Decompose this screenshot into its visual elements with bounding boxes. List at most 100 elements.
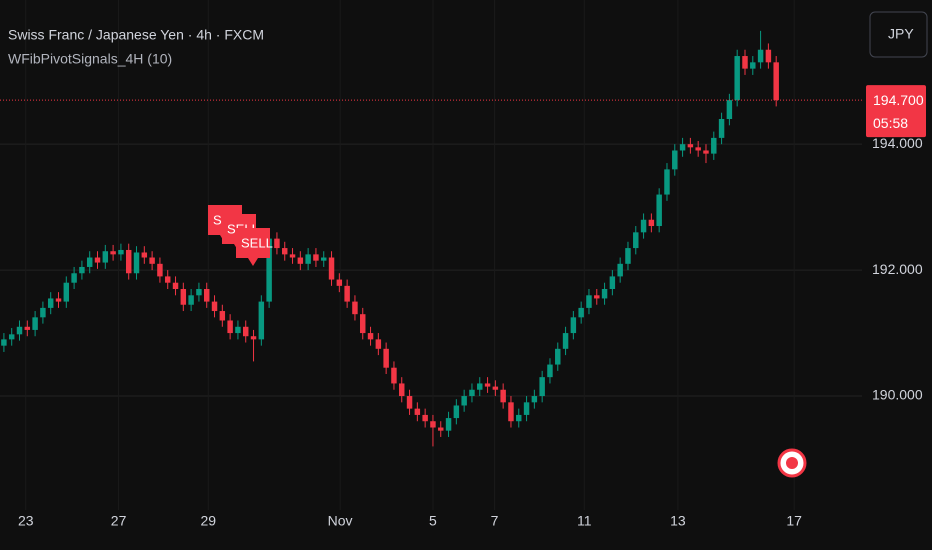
candle-body	[648, 219, 655, 227]
candle-body	[125, 249, 132, 274]
candle-body	[328, 257, 335, 280]
y-tick-label: 194.000	[872, 135, 923, 151]
candle-body	[531, 396, 538, 403]
candle-body	[539, 377, 545, 397]
x-tick-label: Nov	[328, 513, 353, 529]
candle-body	[391, 367, 397, 384]
candle-body	[578, 307, 584, 318]
candle-body	[227, 320, 233, 334]
x-tick-label: 7	[491, 513, 499, 529]
candle-body	[726, 100, 733, 119]
candle-body	[555, 348, 561, 365]
candle-body	[32, 317, 38, 330]
candle-body	[617, 263, 623, 277]
currency-button[interactable]	[869, 11, 928, 58]
overlay: 190.000 192.000 194.000 23 27 29 Nov 5 7 11 13 17 19…	[0, 85, 926, 529]
candle-body	[94, 257, 101, 263]
candle-body	[399, 383, 405, 397]
candle-body	[149, 257, 155, 264]
last-price-tag	[866, 85, 926, 138]
candle-body	[16, 326, 23, 335]
currency-label: JPY	[888, 26, 914, 42]
candle-body	[453, 405, 460, 419]
indicator-name: WFibPivotSignals_4H (10)	[8, 51, 172, 67]
candle-body	[523, 402, 530, 415]
candle-body	[375, 339, 382, 349]
candle-body	[438, 427, 444, 431]
candle-body	[1, 339, 7, 346]
candle-body	[633, 232, 639, 249]
candle-body	[773, 62, 779, 101]
candle-body	[734, 56, 740, 101]
candle-body	[133, 252, 140, 274]
candle-body	[360, 314, 366, 334]
candle-body	[742, 56, 748, 69]
candle-body	[422, 414, 428, 422]
candle-body	[414, 408, 421, 415]
candle-body	[718, 119, 725, 138]
candle-body	[406, 396, 413, 409]
signal-bubble	[236, 228, 270, 266]
candle-body	[430, 421, 436, 428]
candle-body	[672, 150, 678, 170]
candle-body	[469, 389, 475, 397]
candle-body	[242, 326, 249, 337]
candle-body	[367, 333, 374, 340]
candle-body	[609, 276, 616, 289]
candle-body	[757, 49, 764, 63]
candle-body	[258, 301, 265, 340]
candle-body	[47, 298, 54, 308]
grid	[0, 0, 862, 510]
candle-body	[235, 326, 241, 334]
candle-body	[508, 402, 514, 422]
record-icon[interactable]	[777, 448, 807, 478]
y-tick-label: 190.000	[872, 387, 923, 403]
candle-body	[625, 248, 631, 264]
countdown: 05:58	[873, 115, 908, 131]
candle-body	[24, 326, 31, 330]
candle-body	[336, 279, 343, 286]
marks	[1, 30, 779, 447]
candle-body	[172, 282, 179, 289]
chart-title: Swiss Franc / Japanese Yen · 4h · FXCM	[8, 27, 264, 43]
candle-body	[102, 251, 109, 263]
candle-body	[305, 254, 311, 264]
candle-body	[703, 150, 709, 154]
candle-body	[492, 386, 499, 390]
last-price-label: 194.700	[873, 92, 924, 108]
candle-body	[344, 285, 350, 302]
x-tick-label: 17	[786, 513, 802, 529]
candle-body	[266, 238, 272, 302]
candle-body	[765, 49, 772, 63]
candle-body	[313, 254, 319, 261]
candle-body	[484, 383, 491, 387]
candle-body	[516, 414, 522, 422]
x-tick-label: 23	[18, 513, 34, 529]
candle-body	[55, 298, 62, 302]
candle-body	[250, 336, 257, 340]
candle-body	[118, 249, 124, 255]
candle-body	[750, 62, 756, 69]
candle-body	[164, 276, 171, 283]
candle-body	[445, 418, 452, 431]
signal-label: SELL	[241, 235, 273, 250]
candle-body	[86, 257, 93, 267]
candle-body	[180, 289, 187, 305]
candle-body	[711, 137, 717, 154]
candle-body	[79, 266, 85, 274]
candle-body	[8, 334, 15, 340]
candle-body	[562, 333, 569, 349]
candle-body	[289, 254, 296, 258]
candle-body	[679, 144, 686, 151]
candle-body	[297, 257, 304, 264]
x-tick-label: 11	[577, 513, 592, 529]
candle-body	[500, 389, 506, 403]
candle-body	[219, 311, 226, 321]
candle-body	[71, 273, 77, 283]
candle-body	[63, 282, 70, 302]
candle-body	[664, 169, 670, 195]
candle-body	[687, 144, 694, 148]
candle-body	[477, 383, 483, 390]
